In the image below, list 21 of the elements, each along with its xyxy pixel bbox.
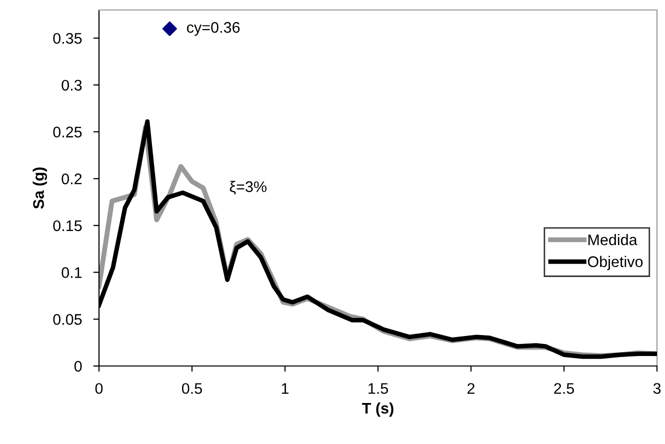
y-tick-label: 0.3 xyxy=(62,80,82,91)
y-axis-title: Sa (g) xyxy=(32,168,48,209)
x-tick-label: 1 xyxy=(282,383,289,394)
x-tick-label: 0 xyxy=(95,383,103,394)
annotation: ξ=3% xyxy=(230,180,266,195)
y-tick-label: 0.1 xyxy=(62,267,82,278)
legend-label: Medida xyxy=(588,234,638,246)
x-tick-label: 2.5 xyxy=(554,383,574,394)
legend-label: Objetivo xyxy=(588,256,643,270)
x-tick-label: 3 xyxy=(653,383,661,394)
y-tick-label: 0.25 xyxy=(53,126,82,138)
annotation: cy=0.36 xyxy=(186,22,240,36)
y-tick-label: 0.35 xyxy=(53,32,82,44)
y-tick-label: 0 xyxy=(74,360,82,372)
x-axis-title: T (s) xyxy=(362,402,394,417)
x-tick-label: 1.5 xyxy=(368,383,388,394)
y-tick-label: 0.2 xyxy=(62,174,82,184)
x-tick-label: 0.5 xyxy=(182,383,202,394)
y-tick-label: 0.15 xyxy=(53,220,82,232)
x-tick-label: 2 xyxy=(468,383,474,394)
y-tick-label: 0.05 xyxy=(53,314,82,325)
